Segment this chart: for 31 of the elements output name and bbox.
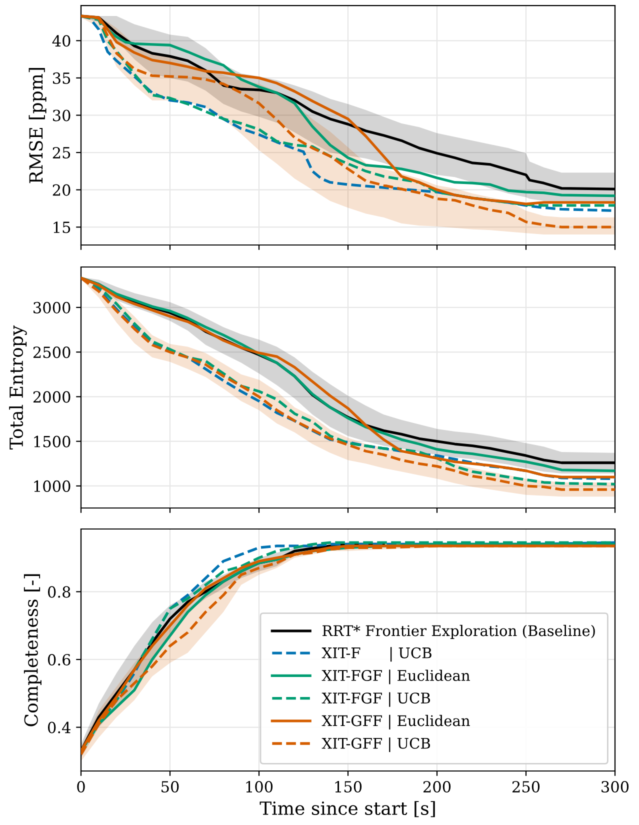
legend-label: XIT-F | UCB [322, 647, 432, 662]
x-tick-label: 200 [423, 780, 451, 793]
y-tick-label: 0.4 [48, 722, 71, 734]
y-tick-label: 15 [54, 222, 70, 234]
legend-label: RRT* Frontier Exploration (Baseline) [322, 624, 595, 640]
x-tick-label: 250 [512, 780, 540, 793]
legend-label: XIT-FGF | UCB [322, 692, 430, 707]
y-tick-label: 2000 [33, 391, 70, 403]
y-tick-label: 0.8 [48, 586, 70, 598]
y-axis-title: RMSE [ppm] [28, 68, 46, 184]
y-tick-label: 1000 [34, 480, 70, 492]
y-tick-label: 2500 [33, 346, 70, 358]
legend-label: XIT-GFF | UCB [322, 737, 430, 752]
y-tick-label: 40 [52, 35, 70, 47]
x-tick-label: 300 [602, 780, 629, 793]
y-tick-label: 30 [53, 110, 70, 122]
y-tick-label: 1500 [34, 436, 70, 448]
x-tick-label: 150 [335, 780, 362, 793]
y-axis-title: Completeness [-] [24, 574, 42, 726]
y-tick-label: 0.6 [48, 654, 70, 666]
y-tick-label: 25 [52, 146, 70, 159]
legend-label: XIT-FGF | Euclidean [322, 670, 470, 684]
legend-label: XIT-GFF | Euclidean [322, 714, 470, 730]
x-tick-label: 50 [162, 780, 179, 793]
x-tick-label: 100 [246, 780, 273, 793]
y-tick-label: 20 [52, 184, 70, 196]
y-tick-label: 35 [53, 72, 70, 84]
x-tick-label: 0 [77, 780, 85, 793]
y-tick-label: 3000 [34, 302, 70, 314]
y-axis-title: Total Entropy [9, 325, 27, 450]
x-axis-title: Time since start [s] [260, 801, 435, 818]
